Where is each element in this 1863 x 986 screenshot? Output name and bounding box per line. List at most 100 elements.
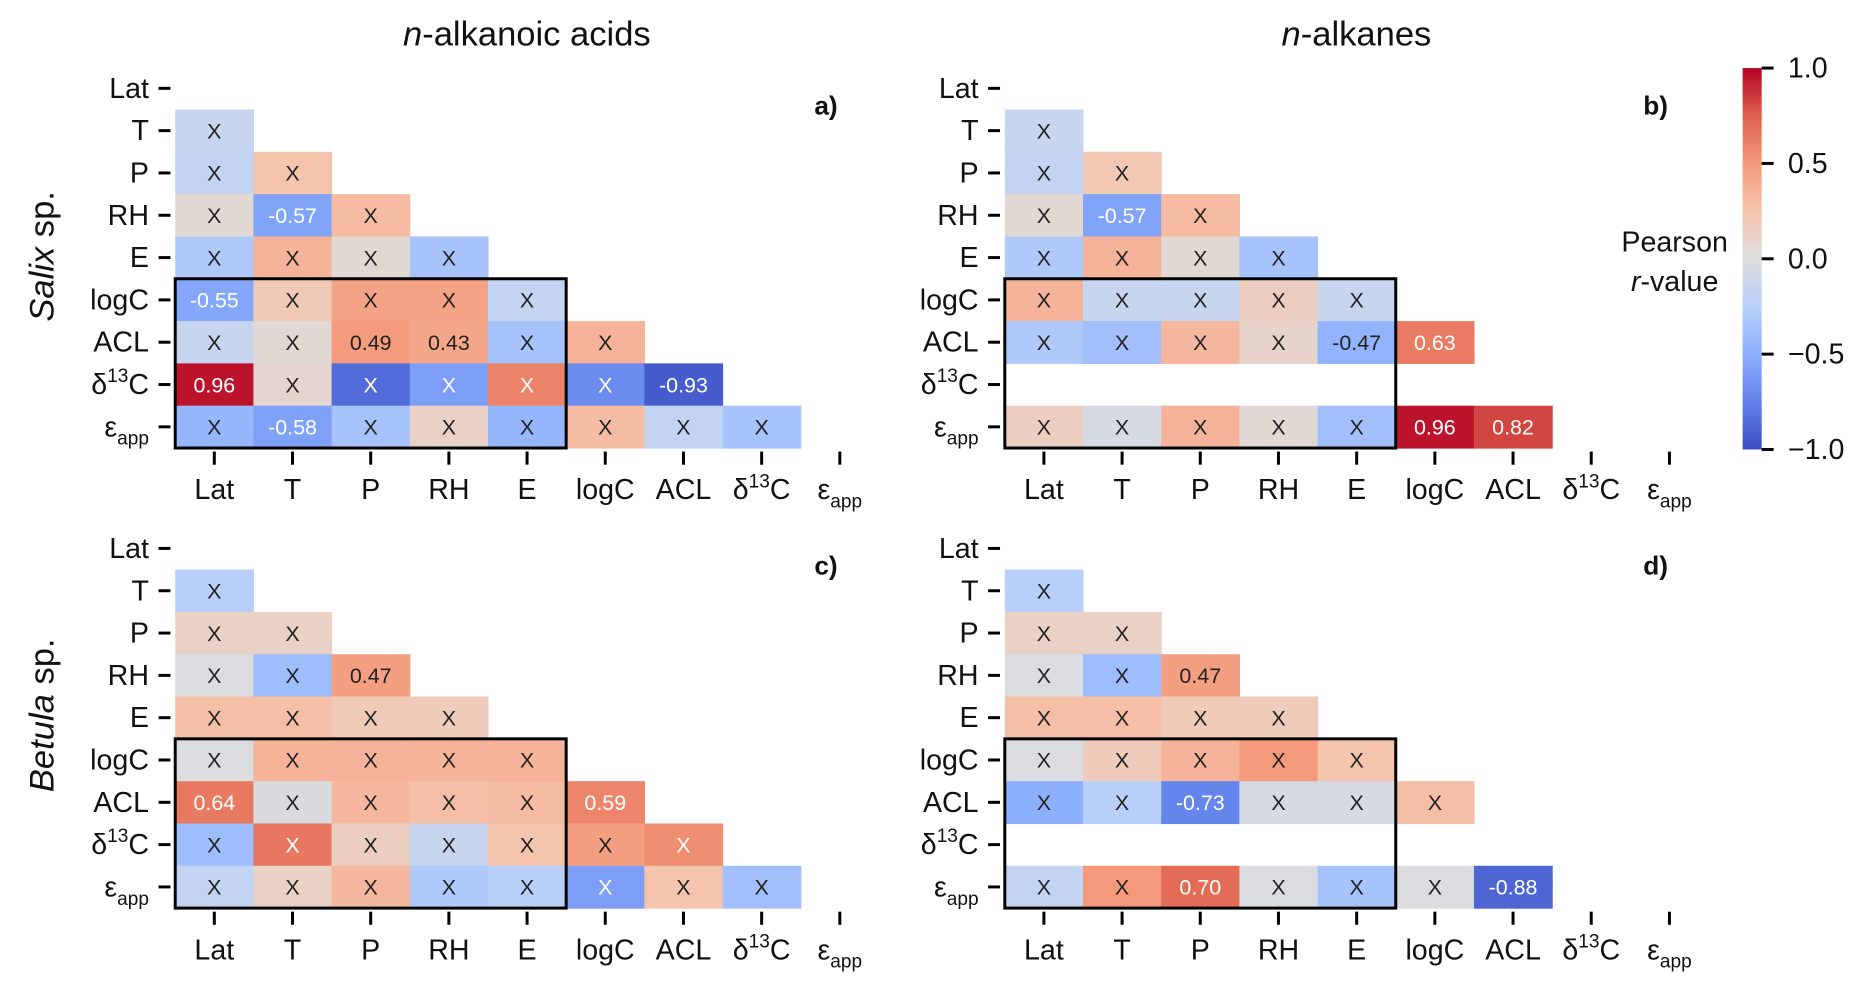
y-tick-label: εapp <box>934 871 979 909</box>
heatmap-cell <box>1161 278 1240 322</box>
label-base: P <box>1191 474 1210 506</box>
label-base: C <box>128 369 149 401</box>
heatmap-cell <box>1161 738 1240 782</box>
cell-label: X <box>1037 119 1051 143</box>
label-base: P <box>1191 934 1210 966</box>
label-base: logC <box>90 284 149 316</box>
row-title: Salix sp. <box>24 191 62 322</box>
label-base: Lat <box>194 934 234 966</box>
cell-label: 0.43 <box>428 331 470 355</box>
heatmap-cell <box>253 696 333 740</box>
cell-label: X <box>1428 791 1442 815</box>
label-subscript: app <box>830 952 862 973</box>
cell-label: -0.93 <box>659 373 708 397</box>
label-subscript: app <box>117 889 149 910</box>
cell-label: X <box>520 289 534 313</box>
y-tick-label: Lat <box>939 533 979 565</box>
cell-label: X <box>1037 416 1051 440</box>
cell-label: X <box>285 791 299 815</box>
y-tick-label: Lat <box>109 533 149 565</box>
heatmap-cell <box>331 194 411 238</box>
heatmap-cell <box>175 278 255 322</box>
cell-label: X <box>1271 749 1285 773</box>
label-base: P <box>361 934 380 966</box>
heatmap-cell <box>1395 781 1475 825</box>
cell-label: X <box>1271 876 1285 900</box>
label-subscript: app <box>1660 952 1692 973</box>
x-tick-label: εapp <box>1647 474 1692 512</box>
label-base: Lat <box>1024 934 1064 966</box>
y-tick-label: P <box>130 618 149 650</box>
label-base: E <box>960 242 979 274</box>
cell-label: -0.73 <box>1176 791 1225 815</box>
label-text: -value <box>1640 266 1718 298</box>
heatmap-cell <box>1395 865 1475 909</box>
label-base: ACL <box>1485 934 1541 966</box>
heatmap-cell <box>409 696 489 740</box>
x-tick-label: E <box>1347 934 1366 966</box>
heatmap-cell <box>487 278 567 322</box>
x-tick-label: δ13C <box>733 471 791 506</box>
highlight-box <box>1003 277 1398 450</box>
y-tick-label: P <box>960 157 979 189</box>
cell-label: X <box>676 416 690 440</box>
colorbar-label: r-value <box>1631 266 1718 298</box>
heatmap-cell <box>1239 865 1319 909</box>
cell-label: X <box>364 416 378 440</box>
x-tick-label: ACL <box>656 474 712 506</box>
label-subscript: app <box>830 492 862 513</box>
label-base: δ <box>91 369 107 401</box>
y-tick-label: εapp <box>104 411 149 449</box>
heatmap-cell <box>1317 405 1397 449</box>
label-subscript: app <box>1660 492 1692 513</box>
heatmap-cell <box>253 151 333 195</box>
heatmap-cell <box>566 781 645 825</box>
heatmap-cell <box>566 363 645 407</box>
heatmap-cell <box>409 781 489 825</box>
cell-label: X <box>364 706 378 730</box>
heatmap-cell <box>253 611 333 655</box>
x-tick-label: logC <box>1405 474 1464 506</box>
x-tick-label: P <box>361 934 380 966</box>
heatmap-cell <box>1317 321 1397 364</box>
label-base: P <box>361 474 380 506</box>
cell-label: X <box>1037 331 1051 355</box>
label-superscript: 13 <box>749 931 770 952</box>
heatmap-cell <box>253 278 333 322</box>
label-base: ε <box>104 411 117 443</box>
label-base: ACL <box>656 474 712 506</box>
heatmap-cell <box>722 865 802 909</box>
heatmap-cell <box>644 865 724 909</box>
heatmap-cell <box>175 194 255 238</box>
label-base: ACL <box>923 787 979 819</box>
heatmap-cell <box>1004 781 1084 825</box>
column-title: n-alkanes <box>1282 15 1432 53</box>
cell-label: X <box>676 876 690 900</box>
y-tick-label: E <box>960 702 979 734</box>
cell-label: X <box>207 664 221 688</box>
label-base: Lat <box>939 73 979 105</box>
heatmap-cell <box>1161 236 1240 280</box>
x-tick-label: T <box>1113 934 1130 966</box>
cell-label: X <box>285 373 299 397</box>
title-italic: Salix <box>24 245 62 322</box>
title-text: sp. <box>24 191 62 247</box>
label-base: T <box>961 575 978 607</box>
cell-label: X <box>207 579 221 603</box>
heatmap-cell <box>566 865 645 909</box>
y-tick-label: P <box>960 618 979 650</box>
heatmap-cell <box>644 823 724 867</box>
cell-label: X <box>1428 876 1442 900</box>
panel-letter: b) <box>1643 91 1668 121</box>
heatmap-cell <box>331 236 411 280</box>
label-base: logC <box>90 745 149 777</box>
y-tick-label: E <box>130 242 149 274</box>
heatmap-cell <box>487 738 567 782</box>
y-tick-label: logC <box>920 745 979 777</box>
label-base: C <box>770 474 791 506</box>
panel-letter: a) <box>814 91 837 121</box>
x-tick-label: E <box>1347 474 1366 506</box>
heatmap-cell <box>1161 865 1240 909</box>
heatmap-cell <box>1239 781 1319 825</box>
